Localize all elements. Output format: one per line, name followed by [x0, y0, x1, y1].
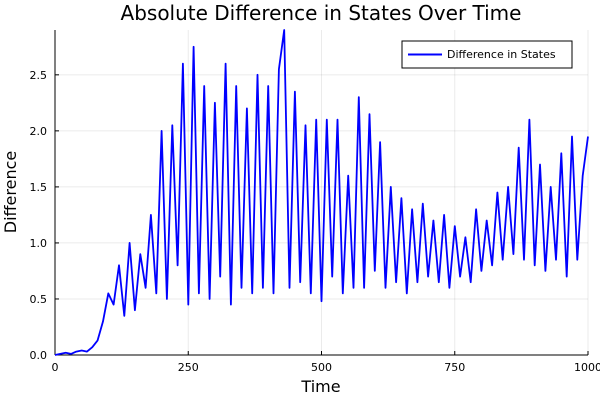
legend-label: Difference in States: [447, 48, 556, 61]
x-tick-label: 250: [178, 361, 199, 374]
y-ticks: 0.0 0.5 1.0 1.5 2.0 2.5: [30, 69, 59, 362]
x-tick-label: 500: [311, 361, 332, 374]
y-tick-label: 0.5: [30, 293, 48, 306]
chart-title: Absolute Difference in States Over Time: [121, 1, 522, 25]
y-tick-label: 2.0: [30, 125, 48, 138]
y-tick-label: 1.5: [30, 181, 48, 194]
legend: Difference in States: [401, 40, 573, 69]
y-axis-label: Difference: [1, 151, 20, 233]
x-tick-label: 0: [52, 361, 59, 374]
x-axis-label: Time: [300, 377, 340, 396]
x-tick-label: 1000: [574, 361, 600, 374]
x-tick-label: 750: [444, 361, 465, 374]
y-tick-label: 2.5: [30, 69, 48, 82]
series-line: [54, 29, 589, 356]
y-tick-label: 0.0: [30, 349, 48, 362]
y-tick-label: 1.0: [30, 237, 48, 250]
x-ticks: 0 250 500 750 1000: [52, 351, 600, 374]
series-group: [54, 29, 589, 356]
